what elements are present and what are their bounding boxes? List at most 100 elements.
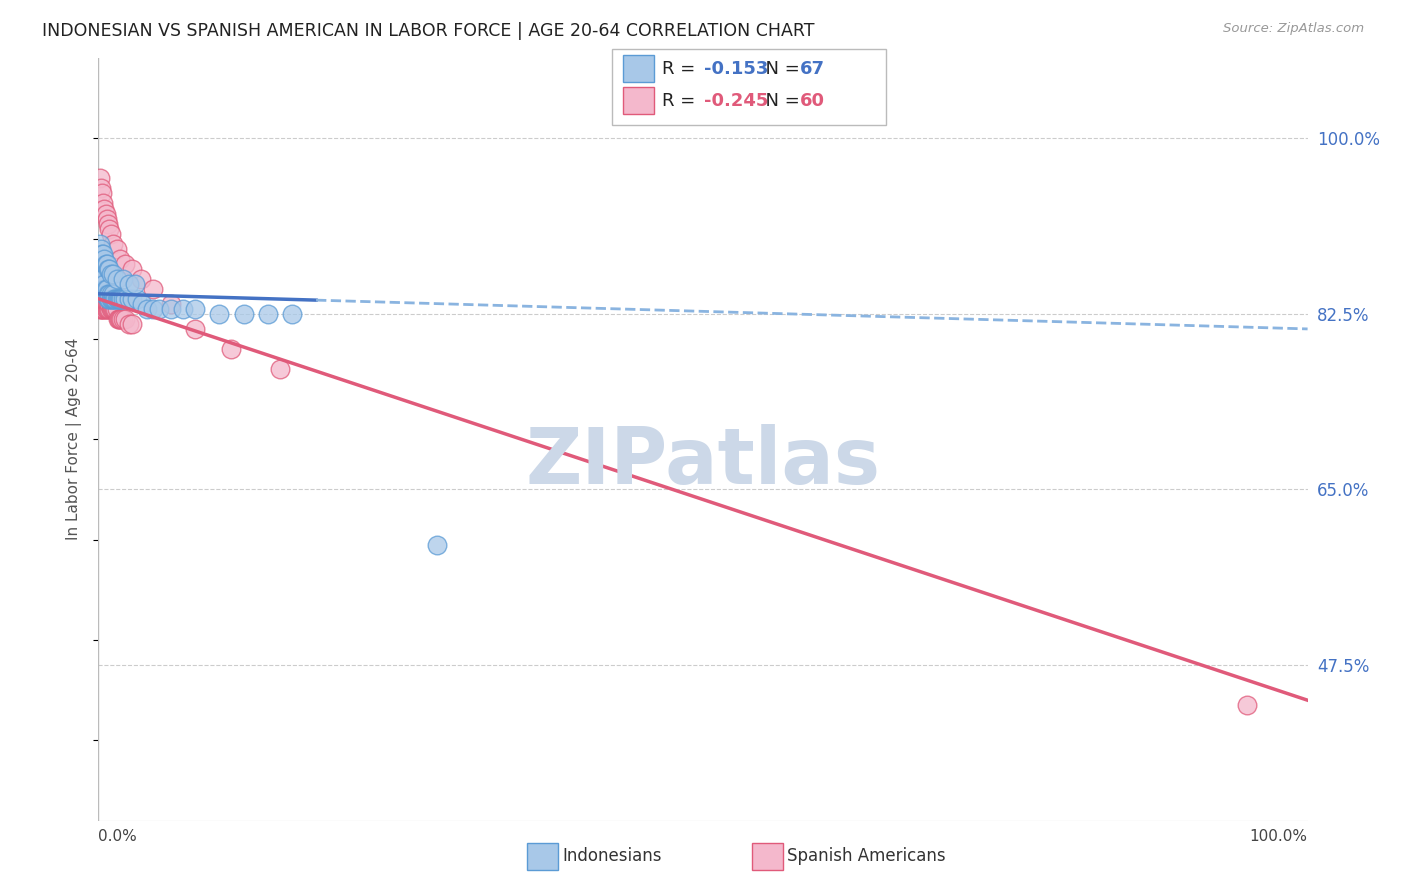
Point [89, 171, 111, 186]
Point [281, 307, 304, 321]
Point [89, 297, 111, 311]
Point [98, 297, 121, 311]
Point [111, 292, 134, 306]
Text: ZIPatlas: ZIPatlas [526, 425, 880, 500]
Point [91, 246, 114, 260]
Point [101, 286, 124, 301]
Point [172, 301, 194, 316]
Point [269, 362, 291, 376]
Point [101, 301, 124, 316]
Point [90, 271, 112, 285]
Point [89, 301, 111, 316]
Point [98, 292, 121, 306]
Point [100, 286, 122, 301]
Text: R =: R = [662, 92, 702, 110]
Point [97, 261, 120, 276]
Y-axis label: In Labor Force | Age 20-64: In Labor Force | Age 20-64 [66, 338, 83, 541]
Text: 100.0%: 100.0% [1250, 829, 1308, 844]
Text: 0.0%: 0.0% [98, 829, 138, 844]
Point [103, 292, 125, 306]
Point [91, 196, 114, 211]
Point [127, 292, 149, 306]
Point [97, 217, 120, 231]
Point [184, 322, 207, 336]
Point [232, 307, 254, 321]
Point [94, 257, 117, 271]
Point [91, 277, 114, 291]
Point [100, 292, 122, 306]
Point [91, 282, 114, 296]
Point [96, 211, 118, 226]
Point [108, 292, 131, 306]
Text: Indonesians: Indonesians [562, 847, 662, 865]
Point [93, 297, 115, 311]
Point [104, 292, 127, 306]
Point [101, 236, 124, 251]
Point [94, 286, 117, 301]
Point [208, 307, 231, 321]
Point [98, 301, 121, 316]
Point [90, 277, 112, 291]
Point [104, 301, 127, 316]
Point [118, 292, 141, 306]
Point [96, 286, 118, 301]
Point [93, 286, 115, 301]
Point [91, 246, 114, 260]
Point [91, 277, 114, 291]
Point [94, 301, 117, 316]
Point [100, 301, 122, 316]
Point [91, 301, 114, 316]
Point [97, 297, 120, 311]
Point [142, 301, 165, 316]
Point [114, 292, 136, 306]
Point [184, 301, 207, 316]
Point [97, 301, 120, 316]
Text: 60: 60 [800, 92, 825, 110]
Text: N =: N = [754, 60, 806, 78]
Point [96, 282, 118, 296]
Point [91, 271, 114, 285]
Point [91, 297, 114, 311]
Point [100, 267, 122, 281]
Point [98, 286, 121, 301]
Text: Spanish Americans: Spanish Americans [787, 847, 946, 865]
Point [89, 277, 111, 291]
Point [101, 292, 124, 306]
Point [142, 282, 165, 296]
Point [110, 292, 132, 306]
Point [100, 292, 122, 306]
Point [98, 261, 121, 276]
Point [426, 538, 449, 552]
Point [89, 267, 111, 281]
Point [114, 312, 136, 326]
Point [135, 301, 157, 316]
Point [97, 286, 120, 301]
Point [121, 292, 143, 306]
Point [89, 271, 111, 285]
Point [108, 292, 131, 306]
Text: R =: R = [662, 60, 702, 78]
Point [93, 292, 115, 306]
Point [94, 297, 117, 311]
Point [105, 271, 128, 285]
Point [110, 312, 132, 326]
Point [101, 267, 124, 281]
Point [118, 277, 141, 291]
Point [91, 271, 114, 285]
Point [96, 297, 118, 311]
Point [90, 282, 112, 296]
Point [90, 292, 112, 306]
Point [121, 317, 143, 331]
Text: INDONESIAN VS SPANISH AMERICAN IN LABOR FORCE | AGE 20-64 CORRELATION CHART: INDONESIAN VS SPANISH AMERICAN IN LABOR … [42, 22, 814, 40]
Point [107, 292, 129, 306]
Point [148, 301, 170, 316]
Point [221, 342, 243, 356]
Point [1236, 698, 1258, 713]
Point [90, 297, 112, 311]
Point [100, 297, 122, 311]
Point [94, 282, 117, 296]
Point [93, 277, 115, 291]
Point [131, 297, 153, 311]
Point [89, 292, 111, 306]
Point [160, 297, 183, 311]
